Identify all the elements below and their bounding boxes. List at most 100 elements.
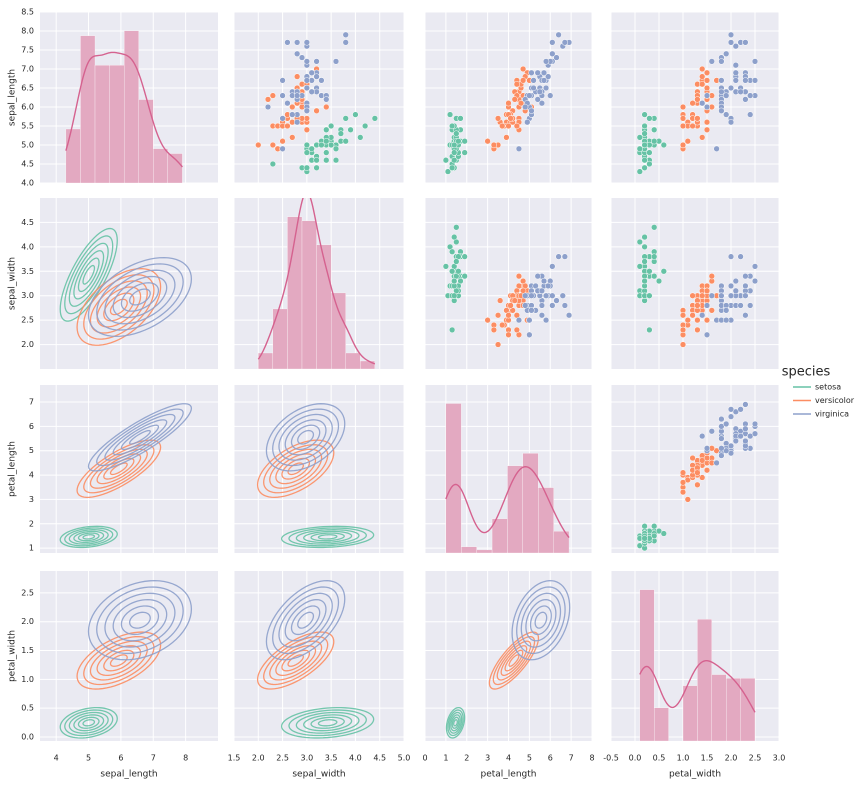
scatter-point [751, 58, 759, 65]
scatter-point [515, 316, 523, 324]
y-tick-label: 2.5 [21, 588, 34, 597]
kde-contour [303, 530, 353, 544]
scatter-point [451, 233, 458, 241]
scatter-point [718, 77, 725, 84]
scatter-point [742, 312, 749, 319]
scatter-point [461, 253, 468, 260]
scatter-point [727, 253, 735, 260]
scatter-point [313, 73, 320, 80]
panel-content [40, 571, 218, 741]
y-tick-label: 5 [29, 446, 34, 455]
scatter-point [289, 111, 296, 118]
kde-contour [83, 635, 155, 686]
kde-contour [87, 579, 193, 661]
scatter-point [679, 122, 687, 130]
scatter-point [694, 302, 701, 309]
kde-contour [104, 269, 176, 325]
scatter-point [751, 277, 759, 285]
scatter-point [641, 122, 648, 130]
scatter-point [308, 69, 315, 76]
scatter-point [293, 73, 301, 80]
scatter-point [660, 268, 667, 275]
panel-content [425, 571, 592, 741]
kde-contour [275, 645, 317, 677]
y-tick-label: 2.0 [21, 617, 34, 626]
scatter-point [494, 312, 502, 319]
scatter-point [484, 316, 491, 324]
kde-contour [295, 711, 360, 734]
scatter-point [694, 469, 701, 476]
scatter-point [505, 122, 512, 130]
scatter-point [703, 84, 711, 92]
kde-contour [278, 592, 333, 648]
scatter-point [313, 107, 320, 114]
scatter-point [641, 164, 648, 171]
scatter-point [453, 130, 460, 137]
y-tick-label: 1 [29, 544, 34, 553]
panel-content [425, 198, 592, 369]
scatter-point [293, 50, 301, 57]
scatter-point [442, 157, 450, 164]
scatter-point [303, 164, 311, 171]
scatter-point [703, 92, 711, 99]
histogram-bar [153, 148, 168, 183]
scatter-point [727, 84, 735, 92]
kde-contour [290, 424, 321, 451]
scatter-point [540, 277, 548, 285]
scatter-point [528, 292, 535, 299]
kde-contour [104, 413, 176, 461]
scatter-point [727, 292, 735, 299]
scatter-point [542, 84, 550, 92]
kde-contour [272, 586, 340, 655]
kde-contour [297, 429, 315, 445]
scatter-point [513, 122, 520, 130]
scatter-point [718, 435, 725, 442]
scatter-point [646, 160, 653, 168]
y-axis-label: sepal_length [8, 69, 18, 126]
scatter-point [289, 103, 296, 111]
scatter-point [699, 100, 706, 107]
scatter-point [694, 481, 701, 488]
scatter-point [553, 54, 560, 61]
kde-contour [295, 529, 360, 545]
kde-contour [96, 263, 184, 331]
scatter-point [641, 111, 648, 118]
y-tick-label: 3.5 [21, 267, 34, 276]
scatter-point [279, 92, 286, 99]
kde-contour [445, 706, 466, 739]
kde-contour [120, 282, 160, 312]
scatter-point [538, 287, 546, 294]
kde-contour [76, 631, 162, 690]
x-tick-label: 6 [118, 754, 123, 763]
scatter-point [269, 141, 277, 149]
scatter-point [699, 65, 706, 73]
scatter-point [679, 341, 687, 348]
scatter-point [747, 92, 754, 99]
kde-contour [280, 525, 375, 549]
scatter-point [747, 111, 754, 118]
scatter-point [303, 141, 311, 149]
scatter-point [530, 77, 537, 84]
scatter-point [699, 312, 706, 319]
scatter-point [742, 273, 749, 280]
scatter-point [542, 58, 550, 65]
histogram-bar [476, 549, 493, 553]
scatter-point [732, 287, 739, 294]
kde-contour [103, 649, 135, 672]
scatter-point [727, 413, 735, 420]
kde-contour [96, 408, 184, 467]
panel-content [234, 198, 404, 369]
histogram-bar [330, 292, 346, 369]
histogram-bar [639, 589, 655, 741]
scatter-point [323, 96, 330, 103]
scatter-point [530, 84, 537, 92]
panel-content [611, 12, 779, 183]
scatter-point [318, 141, 325, 149]
scatter-point [284, 39, 291, 46]
histogram-bar [553, 531, 570, 553]
scatter-point [689, 100, 696, 107]
scatter-point [651, 224, 658, 231]
scatter-point [727, 406, 735, 413]
kde-contour [104, 592, 176, 648]
panel-background [234, 385, 404, 553]
